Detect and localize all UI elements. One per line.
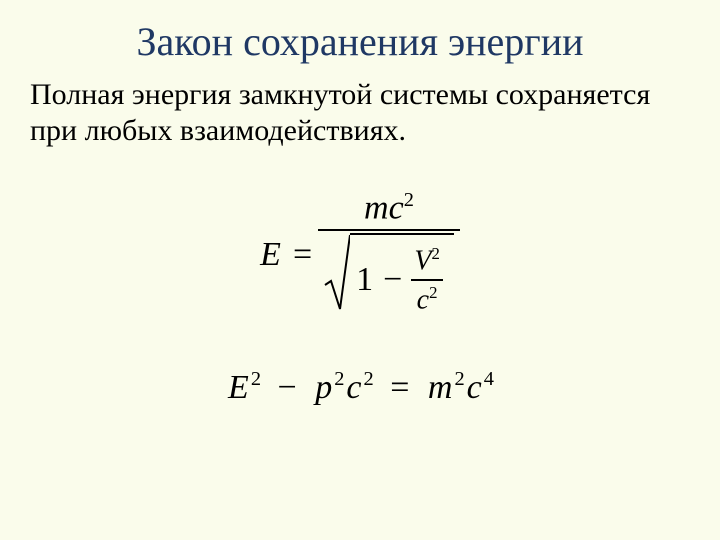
eq2-p: p — [313, 369, 334, 406]
eq2-E-exp: 2 — [251, 368, 261, 390]
eq1-inner-num: V2 — [408, 244, 446, 279]
eq2-m-exp: 2 — [454, 368, 464, 390]
eq1-inner-fraction: V2 c2 — [408, 244, 446, 317]
eq2-c1: c — [344, 369, 363, 406]
eq1-num-m: m — [364, 189, 389, 226]
eq1-sqrt: 1 − V2 c2 — [324, 233, 454, 320]
eq2-minus: − — [270, 369, 305, 406]
eq1-inner-den: c2 — [411, 279, 444, 316]
slide-body-text: Полная энергия замкнутой системы сохраня… — [30, 77, 690, 149]
formula-energy-relativistic: E = mc2 1 — [260, 189, 460, 320]
eq1-numerator: mc2 — [358, 189, 420, 229]
eq1-inner-c-exp: 2 — [429, 283, 437, 302]
eq2-p-exp: 2 — [334, 368, 344, 390]
eq1-radicand: 1 − V2 c2 — [350, 233, 454, 320]
slide: Закон сохранения энергии Полная энергия … — [0, 0, 720, 540]
slide-title: Закон сохранения энергии — [30, 18, 690, 65]
eq2-c2: c — [465, 369, 484, 406]
eq1-V-exp: 2 — [431, 244, 439, 263]
eq2-c2-exp: 4 — [484, 368, 494, 390]
eq1-num-c: c — [389, 189, 404, 226]
eq1-denominator: 1 − V2 c2 — [318, 229, 460, 320]
eq1-inner-c: c — [417, 284, 429, 315]
eq1-num-c-exp: 2 — [404, 189, 414, 211]
eq1-V: V — [414, 245, 431, 276]
formula-energy-momentum: E2 − p2c2 = m2c4 — [226, 368, 494, 406]
formula-area: E = mc2 1 — [30, 189, 690, 407]
eq2-E: E — [226, 369, 251, 406]
eq2-c1-exp: 2 — [364, 368, 374, 390]
sqrt-radical-icon — [324, 233, 350, 320]
eq2-m: m — [426, 369, 455, 406]
eq2-equals: = — [382, 369, 417, 406]
eq1-lhs: E — [260, 236, 287, 274]
eq1-equals: = — [287, 236, 318, 274]
eq1-fraction: mc2 1 − — [318, 189, 460, 320]
eq1-one: 1 — [356, 261, 377, 299]
eq1-minus: − — [377, 261, 408, 299]
